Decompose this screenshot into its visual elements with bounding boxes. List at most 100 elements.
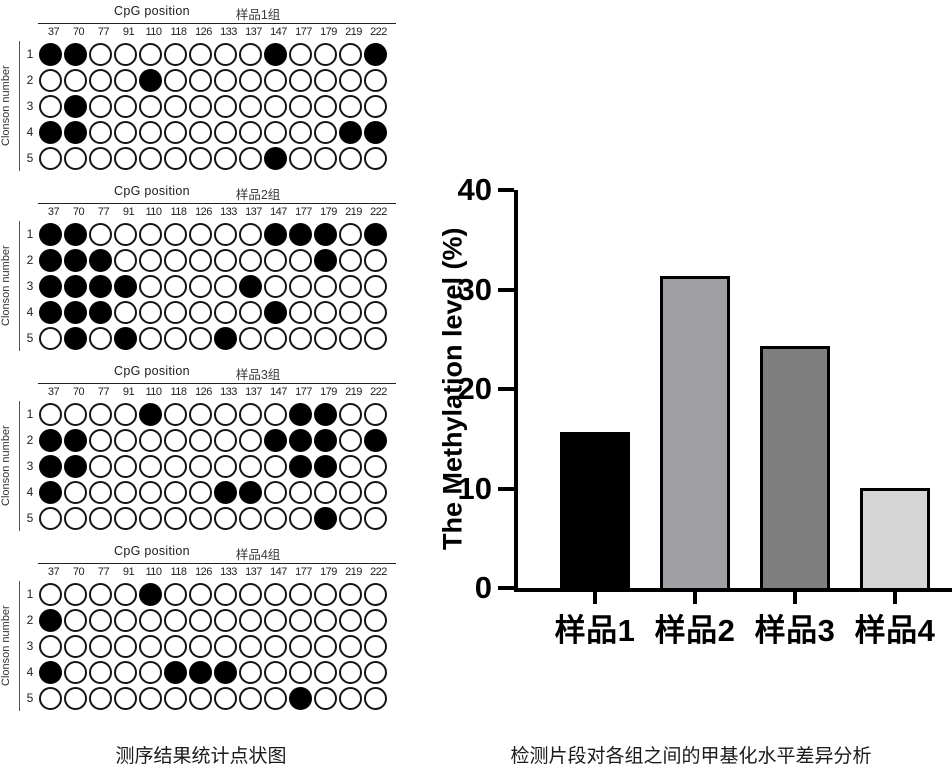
dot-cell	[188, 41, 213, 67]
unmethylated-dot	[64, 686, 87, 710]
y-axis-tick	[498, 486, 514, 491]
dot-cell	[163, 247, 188, 273]
unmethylated-dot	[189, 120, 212, 144]
unmethylated-dot	[314, 300, 337, 324]
dot-cell	[88, 145, 113, 171]
dot-cell	[88, 41, 113, 67]
unmethylated-dot	[364, 146, 387, 170]
dot-cell	[288, 299, 313, 325]
dot-cell	[338, 505, 363, 531]
unmethylated-dot	[89, 326, 112, 350]
unmethylated-dot	[314, 480, 337, 504]
dot-cell	[113, 581, 138, 607]
unmethylated-dot	[114, 248, 137, 272]
unmethylated-dot	[214, 454, 237, 478]
y-tick-label: 40	[457, 172, 492, 207]
unmethylated-dot	[314, 634, 337, 658]
unmethylated-dot	[89, 42, 112, 66]
unmethylated-dot	[189, 300, 212, 324]
methylated-dot	[314, 506, 337, 530]
cpg-position-tick: 37	[47, 26, 60, 38]
dot-row: 5	[22, 505, 396, 531]
unmethylated-dot	[89, 454, 112, 478]
methylated-dot	[64, 94, 87, 118]
unmethylated-dot	[89, 94, 112, 118]
dot-cell	[63, 145, 88, 171]
methylated-dot	[264, 146, 287, 170]
x-category-label: 样品4	[854, 613, 936, 648]
unmethylated-dot	[264, 68, 287, 92]
dot-grid: 1 2 3 4 5	[19, 41, 396, 171]
cpg-position-tick: 110	[145, 566, 162, 578]
dot-grid: 1 2 3 4 5	[19, 221, 396, 351]
cpg-position-tick: 137	[245, 206, 262, 218]
unmethylated-dot	[339, 222, 362, 246]
dot-cell	[38, 401, 63, 427]
dot-cell	[88, 93, 113, 119]
methylated-dot	[89, 248, 112, 272]
dot-cell	[63, 633, 88, 659]
dot-cell	[238, 145, 263, 171]
dot-cell	[313, 273, 338, 299]
dot-cell	[338, 633, 363, 659]
dot-cell	[263, 607, 288, 633]
dot-cell	[63, 685, 88, 711]
unmethylated-dot	[264, 402, 287, 426]
dot-cell	[313, 505, 338, 531]
unmethylated-dot	[139, 248, 162, 272]
dot-cell	[88, 659, 113, 685]
unmethylated-dot	[114, 68, 137, 92]
dot-cell	[113, 401, 138, 427]
unmethylated-dot	[64, 582, 87, 606]
dot-cell	[288, 581, 313, 607]
methylated-dot	[289, 686, 312, 710]
cpg-position-tick: 179	[320, 566, 337, 578]
dot-cell	[163, 505, 188, 531]
dot-cell	[363, 119, 388, 145]
methylated-dot	[264, 42, 287, 66]
unmethylated-dot	[164, 248, 187, 272]
dot-cell	[63, 505, 88, 531]
dot-cell	[238, 67, 263, 93]
unmethylated-dot	[364, 326, 387, 350]
unmethylated-dot	[89, 222, 112, 246]
unmethylated-dot	[164, 428, 187, 452]
unmethylated-dot	[239, 94, 262, 118]
unmethylated-dot	[114, 454, 137, 478]
dot-cell	[313, 453, 338, 479]
dot-cell	[38, 41, 63, 67]
bar-sample-1	[560, 432, 630, 588]
dot-cell	[188, 685, 213, 711]
dot-cell	[38, 221, 63, 247]
unmethylated-dot	[364, 686, 387, 710]
unmethylated-dot	[289, 608, 312, 632]
dot-cell	[263, 427, 288, 453]
dot-cell	[338, 427, 363, 453]
unmethylated-dot	[239, 248, 262, 272]
unmethylated-dot	[264, 326, 287, 350]
dot-cell	[288, 607, 313, 633]
unmethylated-dot	[139, 428, 162, 452]
dot-cell	[88, 119, 113, 145]
cpg-position-tick: 110	[145, 386, 162, 398]
cpg-position-tick: 147	[270, 386, 287, 398]
unmethylated-dot	[214, 274, 237, 298]
dot-cell	[88, 67, 113, 93]
unmethylated-dot	[289, 120, 312, 144]
unmethylated-dot	[139, 686, 162, 710]
dot-cell	[38, 247, 63, 273]
dot-cell	[288, 453, 313, 479]
plot-body: Clonson number 1 2 3 4 5	[0, 581, 396, 711]
cpg-position-tick: 179	[320, 386, 337, 398]
unmethylated-dot	[314, 94, 337, 118]
dot-cell	[263, 247, 288, 273]
dot-cell	[163, 427, 188, 453]
dot-cell	[338, 453, 363, 479]
dot-cell	[338, 581, 363, 607]
methylated-dot	[289, 402, 312, 426]
dot-cell	[363, 67, 388, 93]
unmethylated-dot	[289, 582, 312, 606]
unmethylated-dot	[289, 300, 312, 324]
dot-cell	[363, 325, 388, 351]
dot-cell	[288, 427, 313, 453]
